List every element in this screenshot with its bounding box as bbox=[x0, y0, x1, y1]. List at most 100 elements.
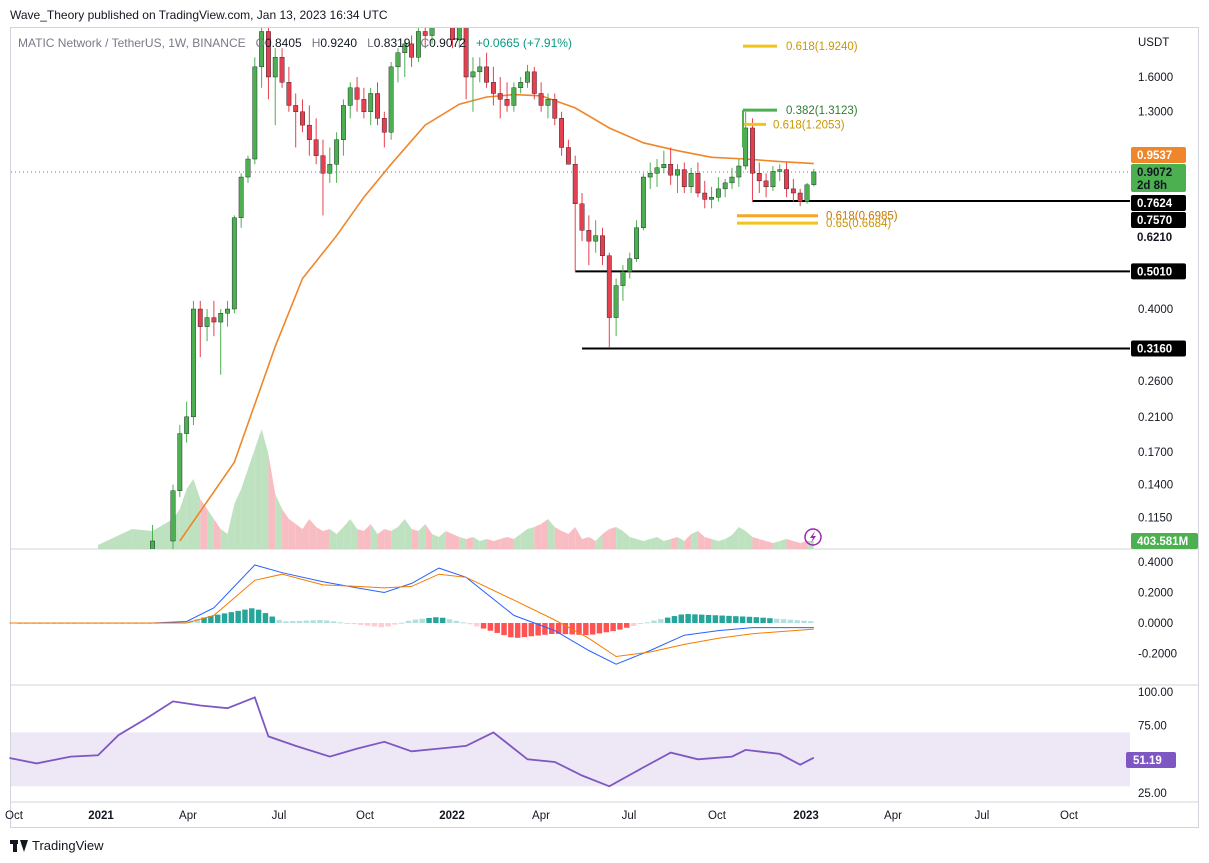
candle-body bbox=[675, 169, 680, 176]
volume-segment bbox=[745, 531, 753, 549]
volume-segment bbox=[227, 504, 235, 549]
price-axis-tick: 0.1700 bbox=[1138, 447, 1173, 459]
price-label-box bbox=[1131, 163, 1186, 192]
candle-body bbox=[334, 139, 340, 165]
macd-histogram-bar bbox=[712, 615, 719, 623]
time-axis-tick: 2023 bbox=[793, 810, 819, 822]
legend-low-label: L bbox=[367, 36, 374, 50]
volume-segment bbox=[554, 527, 562, 549]
legend-open-label: O bbox=[255, 36, 265, 50]
candle-body bbox=[702, 192, 708, 200]
volume-segment bbox=[370, 524, 378, 549]
macd-histogram-bar bbox=[746, 616, 753, 623]
candle-body bbox=[811, 171, 817, 185]
volume-segment bbox=[622, 531, 630, 549]
candle-body bbox=[627, 258, 633, 272]
macd-histogram-bar bbox=[562, 623, 569, 635]
macd-histogram-bar bbox=[644, 622, 650, 624]
candle-body bbox=[606, 255, 612, 318]
volume-segment bbox=[254, 429, 262, 549]
candle-body bbox=[743, 127, 749, 167]
price-axis-tick: 0.1400 bbox=[1138, 480, 1173, 492]
candle-body bbox=[184, 416, 190, 434]
time-axis-tick: Oct bbox=[708, 810, 727, 822]
candle-body bbox=[429, 28, 435, 36]
candle-body bbox=[245, 158, 251, 178]
macd-histogram-bar bbox=[453, 620, 460, 623]
volume-segment bbox=[602, 529, 610, 549]
price-axis-tick: 1.3000 bbox=[1138, 107, 1173, 119]
volume-segment bbox=[357, 529, 364, 549]
volume-segment bbox=[295, 524, 303, 549]
candle-body bbox=[238, 176, 244, 218]
macd-histogram-bar bbox=[576, 623, 582, 635]
price-axis-tick: 0.1150 bbox=[1138, 513, 1172, 525]
candle-body bbox=[552, 99, 558, 119]
macd-histogram-bar bbox=[671, 616, 678, 623]
candle-body bbox=[756, 173, 762, 182]
candle-body bbox=[504, 99, 510, 106]
price-label: 0.7624 bbox=[1137, 198, 1173, 210]
macd-axis-tick: 0.2000 bbox=[1138, 588, 1173, 600]
macd-histogram-bar bbox=[289, 621, 296, 623]
tradingview-logo[interactable]: TradingView bbox=[10, 838, 104, 853]
volume-segment bbox=[438, 531, 446, 549]
volume-segment bbox=[568, 527, 576, 549]
macd-histogram-bar bbox=[753, 617, 759, 623]
time-axis-tick: Jul bbox=[975, 810, 990, 822]
time-axis-tick: 2022 bbox=[439, 810, 465, 822]
macd-histogram-bar bbox=[385, 623, 391, 627]
candle-body bbox=[450, 28, 455, 40]
volume-segment bbox=[507, 537, 514, 549]
macd-histogram-bar bbox=[760, 617, 766, 623]
candle-body bbox=[538, 93, 544, 106]
candle-body bbox=[640, 176, 646, 228]
rsi-axis-tick: 25.00 bbox=[1138, 788, 1167, 800]
macd-histogram-bar bbox=[589, 623, 596, 635]
time-axis-tick: 2021 bbox=[88, 810, 114, 822]
macd-histogram-bar bbox=[808, 621, 814, 623]
macd-histogram-bar bbox=[617, 623, 623, 630]
fib-level-label: 0.618(1.2053) bbox=[773, 119, 845, 131]
volume-segment bbox=[98, 529, 133, 549]
macd-histogram-bar bbox=[358, 623, 364, 625]
legend-symbol: MATIC Network / TetherUS, 1W, BINANCE bbox=[18, 36, 246, 50]
volume-segment bbox=[472, 537, 480, 549]
candle-body bbox=[259, 31, 265, 68]
macd-histogram-bar bbox=[433, 617, 439, 623]
volume-segment bbox=[691, 531, 698, 549]
macd-histogram-bar bbox=[630, 623, 637, 626]
candle-body bbox=[293, 105, 299, 112]
volume-segment bbox=[275, 494, 283, 549]
candle-body bbox=[490, 82, 496, 94]
macd-histogram-bar bbox=[344, 623, 350, 624]
volume-segment bbox=[759, 539, 767, 549]
candle-body bbox=[586, 230, 592, 242]
macd-histogram-bar bbox=[555, 623, 562, 634]
volume-segment bbox=[643, 539, 651, 549]
macd-histogram-bar bbox=[535, 623, 541, 636]
candle-body bbox=[518, 82, 524, 89]
volume-segment bbox=[261, 429, 269, 549]
volume-segment bbox=[234, 489, 242, 549]
volume-segment bbox=[588, 537, 596, 549]
volume-segment bbox=[411, 529, 419, 549]
volume-segment bbox=[282, 509, 289, 549]
volume-segment bbox=[350, 519, 358, 549]
volume-segment bbox=[636, 539, 644, 549]
candle-body bbox=[647, 173, 653, 178]
macd-histogram-bar bbox=[180, 621, 187, 623]
volume-segment bbox=[534, 524, 542, 549]
volume-segment bbox=[752, 537, 760, 549]
price-label-box bbox=[1131, 195, 1186, 211]
macd-histogram-bar bbox=[317, 620, 323, 623]
candle-body bbox=[525, 71, 530, 83]
volume-segment bbox=[697, 531, 705, 549]
candle-body bbox=[722, 182, 728, 190]
rsi-line bbox=[9, 696, 815, 788]
macd-histogram-bar bbox=[201, 617, 207, 623]
macd-histogram-bar bbox=[494, 623, 500, 633]
candle-body bbox=[272, 57, 278, 78]
volume-segment bbox=[207, 509, 214, 549]
